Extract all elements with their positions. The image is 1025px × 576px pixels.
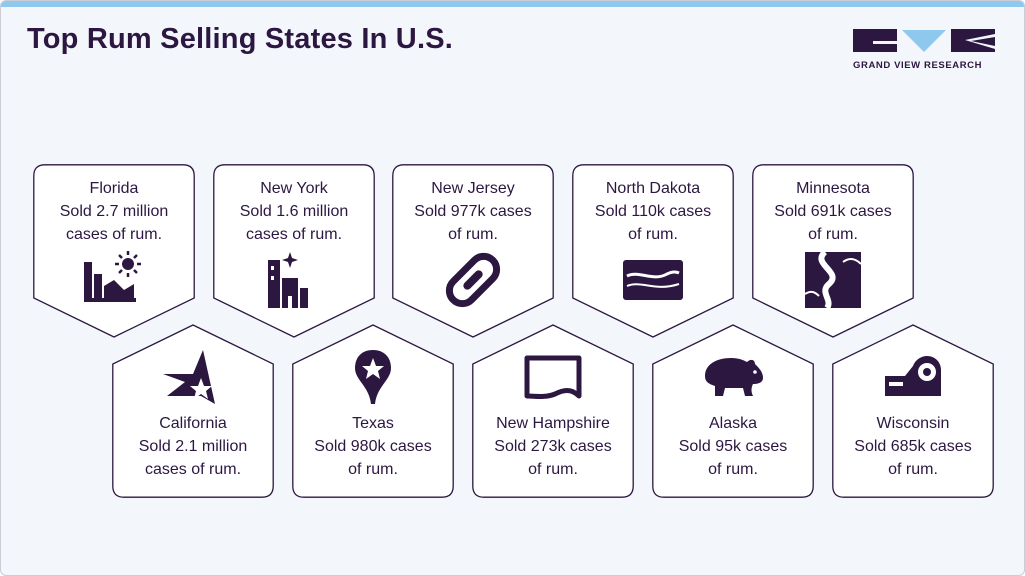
sales-line-1: Sold 1.6 million bbox=[239, 203, 349, 220]
sales-line-1: Sold 691k cases bbox=[774, 203, 892, 220]
sales-line-2: cases of rum. bbox=[65, 226, 163, 243]
state-name: New Hampshire bbox=[496, 415, 610, 432]
sales-line-2: cases of rum. bbox=[245, 226, 343, 243]
state-card-texas: Texas Sold 980k cases of rum. bbox=[292, 324, 454, 498]
state-card-wisconsin: Wisconsin Sold 685k cases of rum. bbox=[832, 324, 994, 498]
texas-star-map-pin-icon bbox=[355, 350, 391, 404]
top-accent-bar bbox=[1, 1, 1024, 7]
state-name: Alaska bbox=[708, 415, 758, 432]
florida-landmark-sun-icon bbox=[84, 251, 141, 302]
sales-line-2: of rum. bbox=[888, 461, 938, 478]
new-york-city-night-icon bbox=[268, 252, 308, 308]
state-name: New Jersey bbox=[431, 180, 515, 197]
north-dakota-river-map-icon bbox=[623, 260, 683, 300]
state-name: Wisconsin bbox=[876, 415, 950, 432]
sales-line-2: cases of rum. bbox=[144, 461, 242, 478]
sales-line-1: Sold 977k cases bbox=[414, 203, 532, 220]
alaska-bear-icon bbox=[705, 358, 763, 396]
logo-mark-icon bbox=[853, 29, 995, 52]
state-name: California bbox=[159, 415, 227, 432]
state-name: New York bbox=[260, 180, 328, 197]
sales-line-2: of rum. bbox=[808, 226, 858, 243]
state-name: North Dakota bbox=[605, 180, 701, 197]
sales-line-1: Sold 685k cases bbox=[854, 438, 972, 455]
sales-line-1: Sold 95k cases bbox=[678, 438, 788, 455]
sales-line-1: Sold 980k cases bbox=[314, 438, 432, 455]
state-name: Minnesota bbox=[796, 180, 870, 197]
new-hampshire-outline-icon bbox=[524, 355, 582, 399]
page-title: Top Rum Selling States In U.S. bbox=[27, 23, 454, 55]
sales-line-2: of rum. bbox=[348, 461, 398, 478]
state-card-new-hampshire: New Hampshire Sold 273k cases of rum. bbox=[472, 324, 634, 498]
sales-line-2: of rum. bbox=[528, 461, 578, 478]
new-jersey-chain-link-icon bbox=[445, 252, 501, 308]
sales-line-1: Sold 273k cases bbox=[494, 438, 612, 455]
company-logo: GRAND VIEW RESEARCH bbox=[853, 29, 995, 73]
state-name: Florida bbox=[89, 180, 139, 197]
state-card-north-dakota: North Dakota Sold 110k cases of rum. bbox=[572, 164, 734, 338]
state-card-florida: Florida Sold 2.7 million cases of rum. bbox=[33, 164, 195, 338]
sales-line-2: of rum. bbox=[448, 226, 498, 243]
sales-line-1: Sold 2.1 million bbox=[138, 438, 248, 455]
state-name: Texas bbox=[352, 415, 394, 432]
state-card-alaska: Alaska Sold 95k cases of rum. bbox=[652, 324, 814, 498]
california-star-icon bbox=[163, 350, 215, 404]
sales-line-1: Sold 110k cases bbox=[594, 203, 712, 220]
state-card-minnesota: Minnesota Sold 691k cases of rum. bbox=[752, 164, 914, 338]
sales-line-2: of rum. bbox=[628, 226, 678, 243]
state-card-california: California Sold 2.1 million cases of rum… bbox=[112, 324, 274, 498]
sales-line-1: Sold 2.7 million bbox=[59, 203, 169, 220]
sales-line-2: of rum. bbox=[708, 461, 758, 478]
logo-text: GRAND VIEW RESEARCH bbox=[853, 60, 983, 71]
state-card-new-york: New York Sold 1.6 million cases of rum. bbox=[213, 164, 375, 338]
state-card-new-jersey: New Jersey Sold 977k cases of rum. bbox=[392, 164, 554, 338]
minnesota-river-landscape-icon bbox=[804, 250, 862, 310]
wisconsin-tape-dispenser-icon bbox=[885, 356, 941, 396]
